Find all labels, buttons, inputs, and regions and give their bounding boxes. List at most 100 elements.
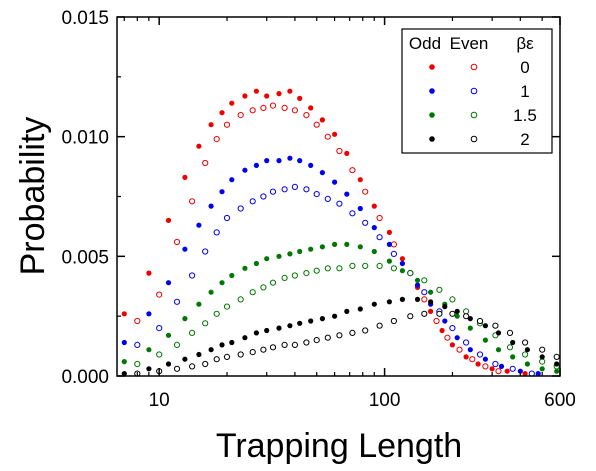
legend-odd-marker	[429, 64, 435, 70]
data-point	[421, 296, 428, 303]
data-point	[156, 351, 163, 358]
data-point	[376, 234, 383, 241]
data-point	[269, 188, 277, 195]
data-point	[386, 299, 392, 305]
data-point	[476, 317, 484, 325]
data-point	[467, 347, 473, 353]
data-point	[213, 356, 220, 363]
data-point	[156, 325, 163, 332]
data-point	[522, 339, 529, 346]
data-point	[495, 330, 502, 336]
data-point	[509, 365, 516, 372]
data-point	[269, 279, 277, 286]
data-point	[407, 313, 414, 320]
data-point	[463, 339, 470, 346]
data-point	[319, 117, 325, 123]
data-point	[156, 291, 163, 298]
data-point	[213, 136, 220, 143]
data-point	[303, 186, 310, 193]
data-point	[414, 296, 421, 302]
legend-even-marker	[470, 87, 478, 95]
data-point	[436, 310, 443, 317]
data-point	[332, 241, 338, 247]
data-point	[407, 270, 414, 277]
data-point	[454, 335, 460, 341]
data-point	[489, 366, 495, 372]
data-point	[208, 289, 214, 295]
data-point	[189, 329, 196, 336]
data-point	[428, 299, 434, 305]
series-odd-be-1	[121, 155, 541, 377]
data-point	[421, 310, 428, 317]
data-point	[264, 93, 270, 99]
x-tick-label: 600	[544, 390, 576, 411]
data-point	[349, 167, 356, 174]
data-point	[390, 265, 397, 272]
data-point	[482, 363, 489, 370]
data-point	[456, 346, 463, 353]
legend-be-value: 2	[520, 130, 529, 149]
data-point	[173, 365, 181, 372]
data-point	[213, 229, 220, 236]
data-point	[554, 361, 560, 367]
data-point	[371, 248, 377, 255]
data-point	[269, 102, 277, 109]
data-point	[482, 356, 488, 362]
data-point	[208, 203, 214, 209]
data-point	[287, 88, 293, 94]
data-point	[482, 323, 488, 329]
data-point	[196, 143, 202, 149]
data-point	[390, 317, 397, 325]
data-point	[189, 198, 196, 205]
data-point	[349, 210, 356, 217]
data-point	[182, 246, 188, 252]
series-odd-be-0	[121, 88, 528, 377]
data-point	[134, 360, 141, 368]
data-point	[421, 289, 428, 296]
data-point	[196, 351, 202, 358]
data-point	[376, 214, 383, 222]
legend-header: Even	[450, 34, 489, 53]
data-point	[535, 371, 541, 377]
data-point	[386, 241, 392, 247]
data-point	[237, 351, 244, 358]
data-point	[357, 306, 363, 312]
data-point	[281, 104, 288, 112]
data-point	[449, 342, 455, 348]
data-point	[260, 346, 267, 353]
data-point	[506, 344, 514, 351]
data-point	[182, 316, 188, 322]
data-point	[442, 318, 448, 324]
data-point	[517, 368, 523, 374]
data-point	[357, 244, 363, 250]
data-point	[362, 327, 369, 334]
data-point	[253, 162, 259, 168]
data-point	[414, 282, 421, 288]
data-point	[276, 91, 282, 97]
data-point	[476, 351, 484, 358]
data-point	[249, 107, 256, 114]
legend-be-value: 1	[520, 82, 529, 101]
data-point	[182, 356, 188, 362]
legend-header: Odd	[409, 34, 441, 53]
data-point	[482, 337, 488, 343]
data-point	[390, 250, 397, 257]
data-point	[554, 368, 560, 374]
data-point	[165, 361, 172, 367]
data-point	[344, 150, 350, 156]
data-point	[134, 317, 141, 325]
data-point	[449, 296, 456, 303]
data-point	[449, 310, 456, 317]
data-point	[442, 304, 448, 310]
data-point	[196, 222, 202, 228]
data-point	[399, 268, 405, 274]
data-point	[524, 361, 531, 367]
data-point	[208, 347, 214, 353]
data-point	[332, 313, 338, 319]
y-axis-title: Probability	[14, 117, 52, 276]
data-point	[428, 308, 434, 314]
data-point	[362, 219, 369, 226]
data-point	[173, 238, 181, 246]
data-point	[287, 323, 293, 329]
data-point	[219, 110, 225, 116]
